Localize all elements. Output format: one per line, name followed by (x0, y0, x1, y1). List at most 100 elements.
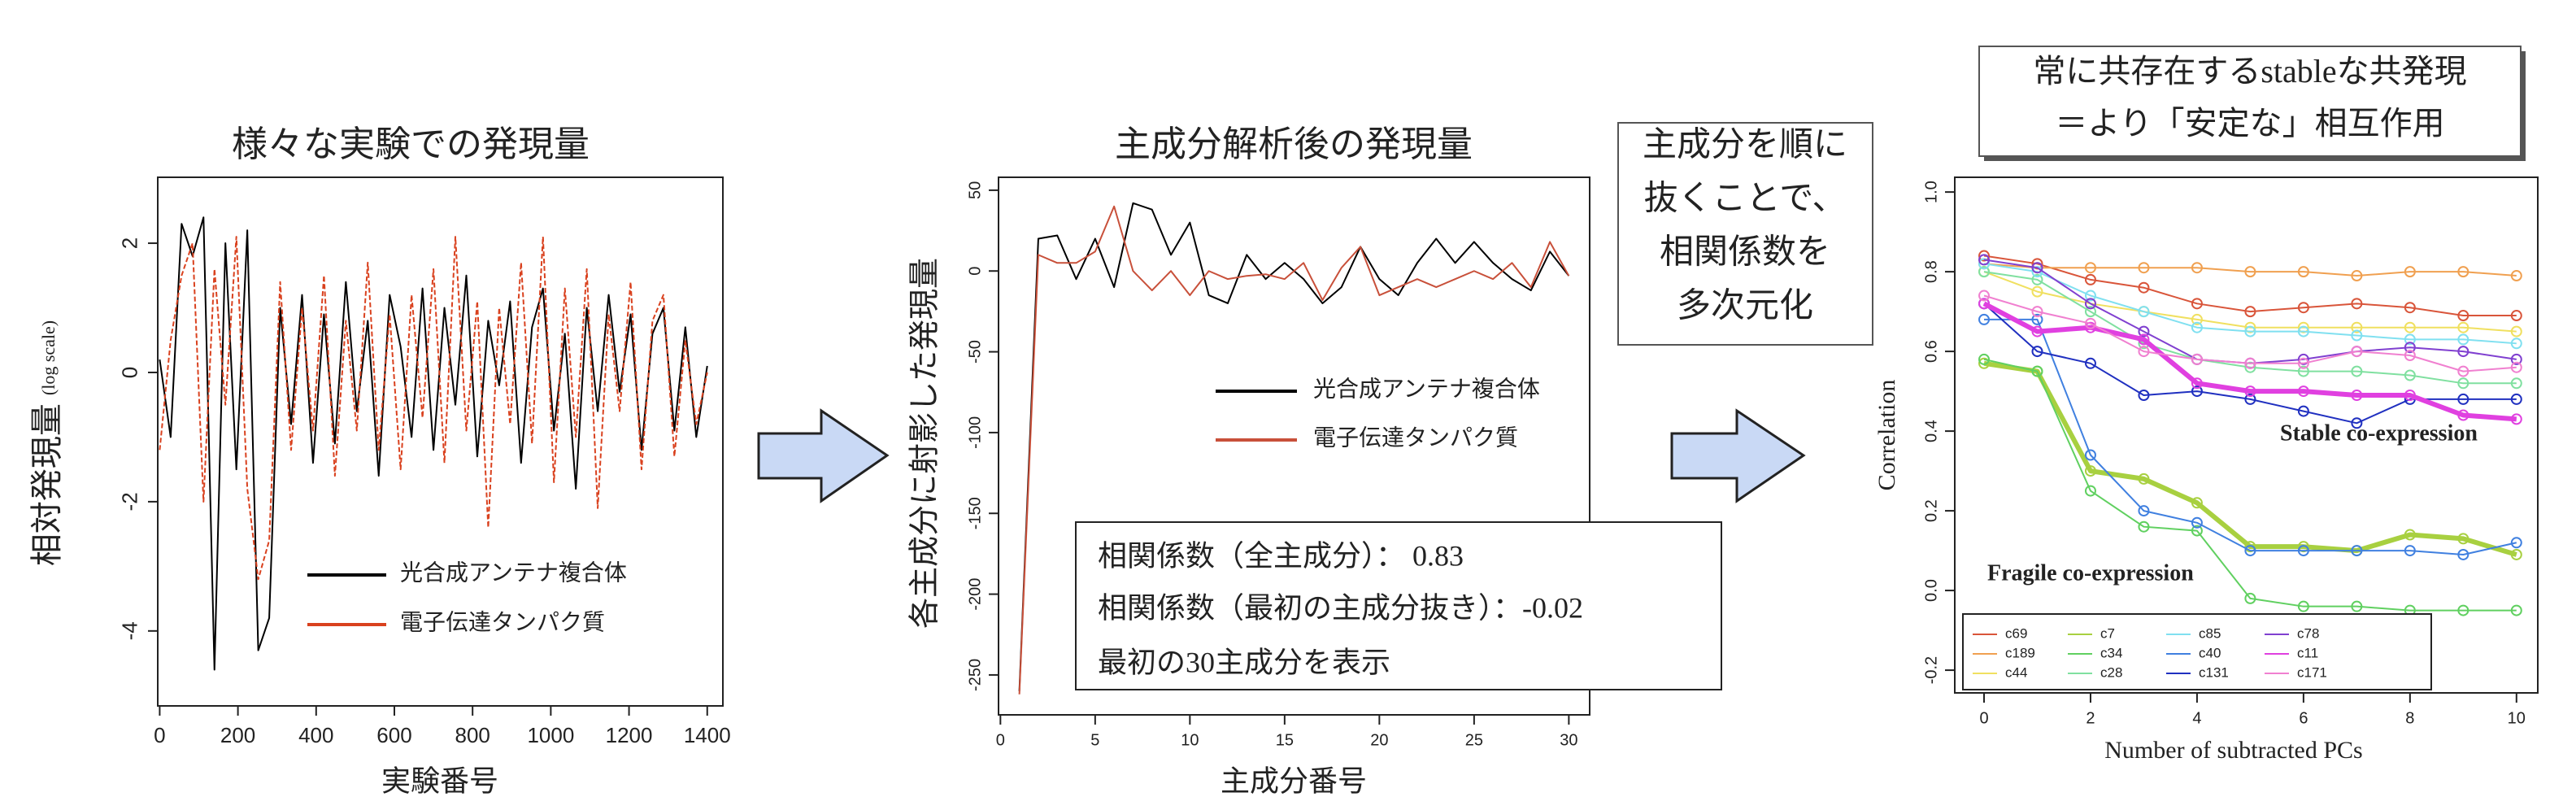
point (2084, 290, 2096, 302)
series-line (1984, 318, 2517, 555)
point (1978, 266, 1991, 278)
plot-frame (157, 176, 724, 707)
legend-label: c28 (2100, 664, 2122, 680)
y-axis-label: 相対発現量 (log scale) (28, 320, 65, 566)
series-line (1018, 205, 1570, 695)
point (2351, 321, 2363, 333)
header-line: ＝より「安定な」相互作用 (2055, 105, 2444, 142)
y-tick-label: 1.0 (1922, 181, 1940, 203)
point (2510, 270, 2522, 282)
point (2031, 346, 2043, 358)
point (1978, 254, 1991, 266)
y-tick-label: 0.6 (1922, 340, 1940, 363)
y-tick-label: -100 (966, 416, 984, 449)
legend-label: c131 (2199, 664, 2229, 680)
point (2297, 405, 2309, 417)
point (2084, 317, 2096, 329)
point (2031, 325, 2043, 338)
y-tick-label: 0.8 (1922, 260, 1940, 283)
header-line: 常に共存在するstableな共発現 (2033, 53, 2466, 89)
point (2510, 537, 2522, 549)
point (2244, 385, 2256, 398)
y-axis-label-main: 相対発現量 (28, 403, 65, 566)
y-tick-label: 0.4 (1922, 420, 1940, 442)
point (2351, 329, 2363, 342)
y-tick-label: -150 (966, 497, 984, 529)
series-line (1983, 271, 2517, 385)
annotation: Stable co-expression (2280, 420, 2478, 446)
point (2351, 390, 2363, 402)
point (2457, 377, 2469, 390)
point (2244, 357, 2256, 369)
point (2191, 298, 2203, 310)
point (2297, 325, 2309, 338)
point (2351, 600, 2363, 612)
point (2457, 533, 2469, 545)
y-tick-label: 0.2 (1922, 499, 1940, 522)
point (2297, 545, 2309, 557)
point (2457, 333, 2469, 346)
point (2084, 306, 2096, 318)
x-tick-label: 2 (2086, 709, 2095, 727)
series-line (1983, 263, 2517, 277)
point (2297, 302, 2309, 314)
x-tick-label: 800 (455, 723, 490, 747)
point (2031, 306, 2043, 318)
plot-frame (998, 176, 1590, 716)
point (2404, 342, 2416, 354)
point (2510, 548, 2522, 560)
point (2404, 266, 2416, 278)
point (2297, 266, 2309, 278)
point (2084, 321, 2096, 333)
point (2138, 325, 2150, 338)
point (2191, 525, 2203, 537)
point (2297, 600, 2309, 612)
series-line (1983, 294, 2517, 372)
x-tick-label: 600 (376, 723, 411, 747)
point (2404, 333, 2416, 346)
series-line (1983, 263, 2517, 345)
legend-label: c78 (2297, 625, 2319, 641)
point (2244, 393, 2256, 405)
point (2457, 409, 2469, 421)
point (2457, 321, 2469, 333)
point (2138, 520, 2150, 533)
x-tick-label: 4 (2192, 709, 2201, 727)
point (2510, 353, 2522, 365)
x-tick-label: 15 (1276, 731, 1294, 749)
point (2404, 321, 2416, 333)
point (2351, 365, 2363, 377)
y-tick-label: -2 (118, 492, 142, 511)
legend-label: 光合成アンテナ複合体 (400, 560, 627, 586)
series-line (1983, 255, 2517, 317)
point (2510, 310, 2522, 322)
point (1978, 353, 1991, 365)
point (2244, 325, 2256, 338)
chart-title: 主成分解析後の発現量 (1115, 124, 1473, 164)
point (2457, 365, 2469, 377)
point (2510, 325, 2522, 338)
note-box (1617, 122, 1873, 346)
point (2084, 465, 2096, 477)
point (2138, 346, 2150, 358)
point (2510, 393, 2522, 405)
legend-label: 電子伝達タンパク質 (1313, 425, 1518, 451)
point (2191, 516, 2203, 529)
legend-label: c171 (2297, 664, 2327, 680)
point (2084, 298, 2096, 310)
point (2084, 485, 2096, 497)
x-tick-label: 10 (2508, 709, 2526, 727)
point (2351, 270, 2363, 282)
point (2510, 604, 2522, 616)
point (2191, 377, 2203, 390)
point (2457, 310, 2469, 322)
legend-label: 光合成アンテナ複合体 (1313, 376, 1540, 402)
point (2297, 541, 2309, 553)
point (2191, 321, 2203, 333)
point (2244, 541, 2256, 553)
note-line: 相関係数を (1660, 234, 1830, 272)
y-tick-label: 0 (966, 267, 984, 276)
y-tick-label: 0.0 (1922, 579, 1940, 602)
note-line: 多次元化 (1677, 288, 1813, 325)
